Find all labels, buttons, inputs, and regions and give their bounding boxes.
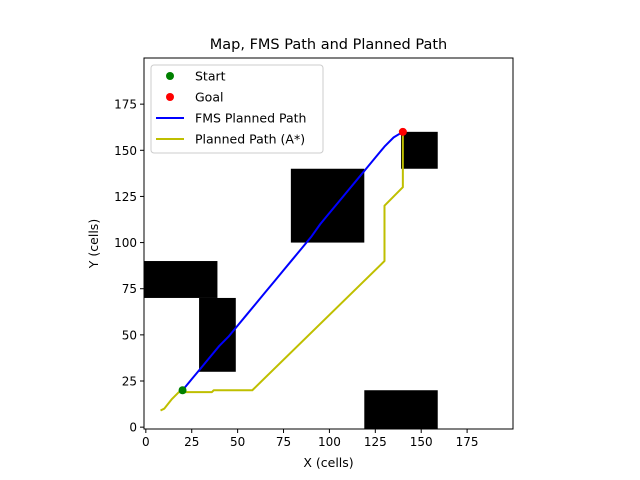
y-tick-label-0: 0 <box>129 421 137 435</box>
x-axis-label: X (cells) <box>303 455 353 470</box>
obstacle-5 <box>364 390 438 429</box>
plot-area <box>144 127 438 429</box>
legend-label-planned-path-a: Planned Path (A*) <box>195 132 305 147</box>
x-tick-label-175: 175 <box>456 435 479 449</box>
x-tick-label-75: 75 <box>276 435 291 449</box>
x-tick-label-0: 0 <box>142 435 150 449</box>
chart-title: Map, FMS Path and Planned Path <box>210 37 447 53</box>
y-axis-label: Y (cells) <box>86 219 101 269</box>
y-tick-label-125: 125 <box>114 190 137 204</box>
goal-marker <box>398 127 407 136</box>
y-tick-label-75: 75 <box>122 282 137 296</box>
y-axis: 0 25 50 75 100 125 150 175 <box>114 98 144 435</box>
x-tick-label-150: 150 <box>410 435 433 449</box>
obstacle-1 <box>144 261 218 298</box>
y-tick-label-150: 150 <box>114 144 137 158</box>
x-tick-label-50: 50 <box>230 435 245 449</box>
x-tick-label-100: 100 <box>318 435 341 449</box>
legend-swatch-goal <box>166 93 174 101</box>
series-line-planned-path-a <box>160 131 404 412</box>
legend-label-goal: Goal <box>195 90 223 105</box>
y-tick-label-50: 50 <box>122 328 137 342</box>
obstacle-4 <box>401 131 438 169</box>
legend-label-fms-planned-path: FMS Planned Path <box>195 111 306 126</box>
start-marker <box>178 386 187 395</box>
x-axis: 0 25 50 75 100 125 150 175 <box>142 429 479 449</box>
series-line-fms-planned-path <box>181 130 404 391</box>
axes-frame <box>143 57 514 430</box>
x-tick-label-25: 25 <box>184 435 199 449</box>
legend-label-start: Start <box>195 69 226 84</box>
y-tick-label-25: 25 <box>122 375 137 389</box>
obstacle-3 <box>290 168 365 243</box>
x-tick-label-125: 125 <box>364 435 387 449</box>
legend-swatch-start <box>166 72 174 80</box>
y-tick-label-100: 100 <box>114 236 137 250</box>
y-tick-label-175: 175 <box>114 98 137 112</box>
legend-box <box>150 64 324 154</box>
legend: Start Goal FMS Planned Path Planned Path (A… <box>150 64 324 154</box>
